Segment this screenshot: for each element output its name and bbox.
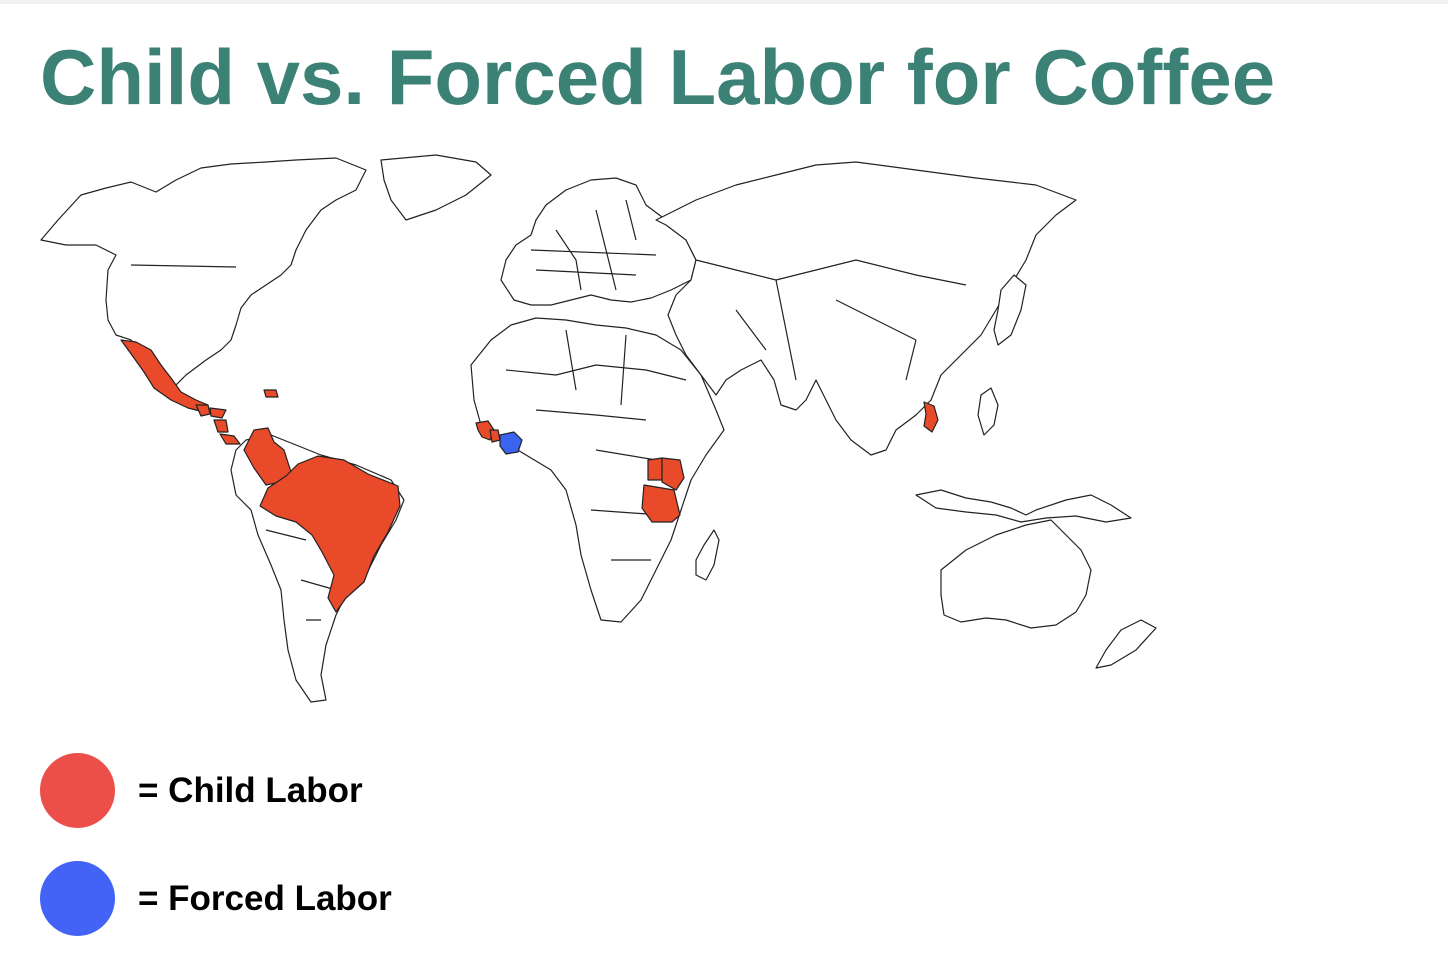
us-canada-border bbox=[130, 264, 237, 268]
australia bbox=[940, 519, 1092, 629]
vietnam bbox=[923, 401, 939, 433]
ivory-coast bbox=[499, 431, 523, 455]
europe-borders bbox=[530, 199, 657, 291]
tanzania bbox=[641, 484, 681, 523]
legend-forced-labor: = Forced Labor bbox=[40, 861, 392, 936]
philippines bbox=[977, 387, 999, 436]
top-rule bbox=[0, 0, 1448, 4]
uganda bbox=[647, 457, 663, 481]
indonesia bbox=[915, 489, 1132, 523]
child-labor-label: = Child Labor bbox=[138, 770, 363, 810]
sierra-leone bbox=[489, 429, 501, 443]
japan bbox=[993, 274, 1027, 346]
dominican-republic bbox=[263, 389, 279, 398]
asia bbox=[655, 161, 1077, 456]
africa bbox=[470, 317, 725, 623]
africa-borders bbox=[505, 329, 687, 561]
europe bbox=[500, 177, 697, 306]
madagascar bbox=[695, 529, 720, 581]
legend-child-labor: = Child Labor bbox=[40, 753, 363, 828]
world-map bbox=[40, 154, 1157, 703]
kenya bbox=[661, 457, 685, 491]
guatemala bbox=[195, 404, 211, 417]
north-america bbox=[40, 157, 367, 391]
asia-borders bbox=[695, 259, 967, 381]
forced-labor-swatch bbox=[40, 861, 115, 936]
page-title: Child vs. Forced Labor for Coffee bbox=[40, 33, 1276, 121]
greenland bbox=[380, 154, 492, 221]
guinea bbox=[475, 420, 495, 441]
child-labor-swatch bbox=[40, 753, 115, 828]
new-zealand bbox=[1095, 619, 1157, 669]
forced-labor-label: = Forced Labor bbox=[138, 878, 392, 918]
honduras bbox=[209, 407, 227, 419]
brazil bbox=[259, 455, 401, 613]
nicaragua bbox=[213, 419, 229, 433]
costa-rica bbox=[219, 433, 241, 445]
